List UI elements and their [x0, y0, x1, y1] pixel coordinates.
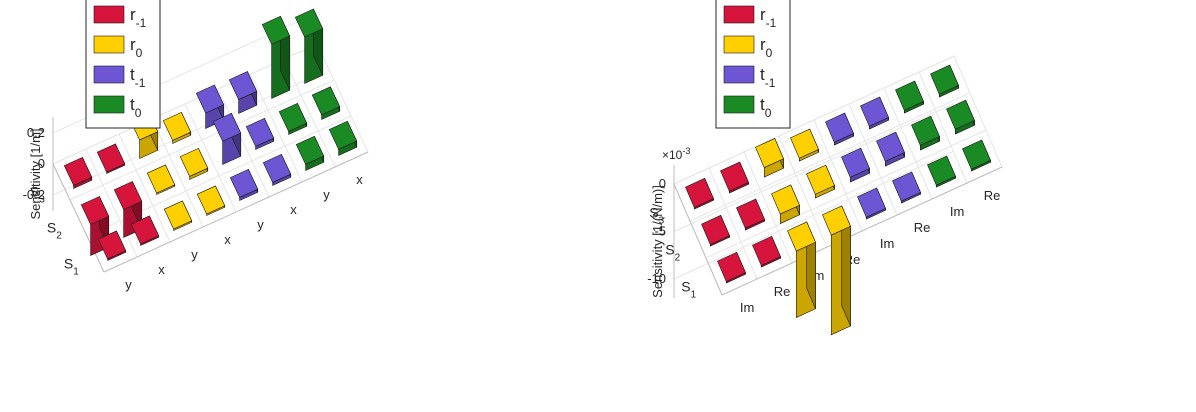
bar-t0-S1	[962, 139, 991, 172]
bar-t-1-S1	[229, 169, 259, 201]
bar-t0-S3	[294, 8, 324, 84]
legend-swatch	[93, 65, 125, 84]
bar-t-1-S1	[857, 187, 886, 220]
z-axis-label: Sensitivity [1/(N/m)]	[650, 185, 665, 298]
legend-swatch	[723, 65, 755, 84]
bar-t0-S3	[930, 64, 959, 98]
legend-swatch	[723, 95, 755, 114]
bar-r-1-S2	[736, 198, 765, 231]
z-tick-label: 0.2	[27, 125, 45, 140]
bar-t0-S1	[295, 135, 325, 171]
bar-r0-S2	[179, 148, 209, 180]
bar-r-1-S3	[720, 161, 749, 194]
bar-r0-S3	[790, 128, 819, 162]
source-label-S1: S1	[681, 278, 696, 300]
bar-t-1-S3	[228, 71, 258, 114]
bar-t0-S3	[895, 80, 924, 114]
bar-r-1-S2	[701, 215, 730, 247]
bar-r0-S2	[146, 164, 176, 195]
component-label: Im	[880, 236, 894, 251]
legend-swatch	[723, 35, 755, 54]
legend-label: t0	[130, 95, 142, 120]
z-tick-label: -0.2	[23, 187, 45, 202]
legend-swatch	[93, 5, 125, 24]
chart-axes	[673, 165, 1003, 298]
component-label: Re	[984, 188, 1001, 203]
source-label-S2: S2	[665, 241, 680, 262]
bar-t-1-S2	[212, 112, 242, 165]
bar-t-1-S1	[262, 154, 292, 186]
bar-t-1-S1	[892, 171, 921, 204]
bar-r-1-S3	[685, 178, 714, 210]
bar-r0-S1	[163, 200, 193, 231]
bar-t0-S1	[328, 120, 358, 156]
component-label: x	[158, 262, 165, 277]
bar-r-1-S1	[717, 252, 746, 284]
component-label: y	[323, 187, 330, 202]
bar-r-1-S1	[97, 230, 127, 261]
bars	[685, 64, 991, 336]
z-tick-label: 0	[659, 176, 666, 191]
bar-t-1-S3	[860, 96, 889, 130]
bar-r0-S3	[755, 138, 784, 178]
bar-t0-S2	[278, 103, 308, 135]
component-label: y	[191, 247, 198, 262]
bar-t0-S2	[311, 86, 341, 120]
bar-r0-S2	[771, 184, 800, 224]
z-tick-label: 0	[38, 156, 45, 171]
legend-label: t0	[760, 95, 772, 120]
component-label: Im	[950, 204, 964, 219]
bar-r0-S2	[806, 164, 835, 199]
bar-t0-S2	[946, 99, 975, 135]
bar-t0-S1	[927, 155, 956, 188]
bar-t0-S3	[261, 15, 291, 99]
bar-t0-S2	[911, 115, 940, 151]
bar-r0-S1	[787, 221, 816, 318]
bar-r-1-S1	[752, 236, 781, 268]
bar-r-1-S2	[113, 181, 143, 238]
component-label: y	[257, 217, 264, 232]
bar-t-1-S2	[245, 118, 275, 150]
legend-swatch	[93, 95, 125, 114]
legend-swatch	[93, 35, 125, 54]
bar-r0-S1	[822, 205, 851, 336]
component-label: Re	[774, 284, 791, 299]
component-label: Re	[914, 220, 931, 235]
component-label: Im	[740, 300, 754, 315]
component-label: y	[125, 277, 132, 292]
z-tick-label: -5	[654, 224, 666, 239]
chart-axes	[52, 117, 369, 273]
source-label-S2: S2	[47, 219, 62, 241]
bar-r0-S1	[196, 185, 226, 216]
source-label-S1: S1	[64, 255, 79, 277]
component-label: x	[224, 232, 231, 247]
legend-swatch	[723, 5, 755, 24]
bar-r0-S3	[162, 112, 192, 144]
chart-grid	[673, 55, 1003, 296]
z-axis-label: Sensitivity [1/m]	[28, 128, 43, 219]
bar-t-1-S3	[825, 112, 854, 146]
bar-t-1-S3	[195, 84, 225, 129]
bar-t-1-S2	[876, 131, 905, 167]
bar-r-1-S3	[96, 143, 126, 174]
bar-r-1-S3	[63, 157, 93, 189]
z-tick-label: -10	[647, 271, 666, 286]
bar-t-1-S2	[841, 147, 870, 183]
bar-r-1-S1	[130, 215, 160, 246]
component-label: x	[290, 202, 297, 217]
component-label: x	[356, 172, 363, 187]
z-scale-label: ×10-3	[662, 146, 690, 162]
bars	[63, 8, 358, 261]
